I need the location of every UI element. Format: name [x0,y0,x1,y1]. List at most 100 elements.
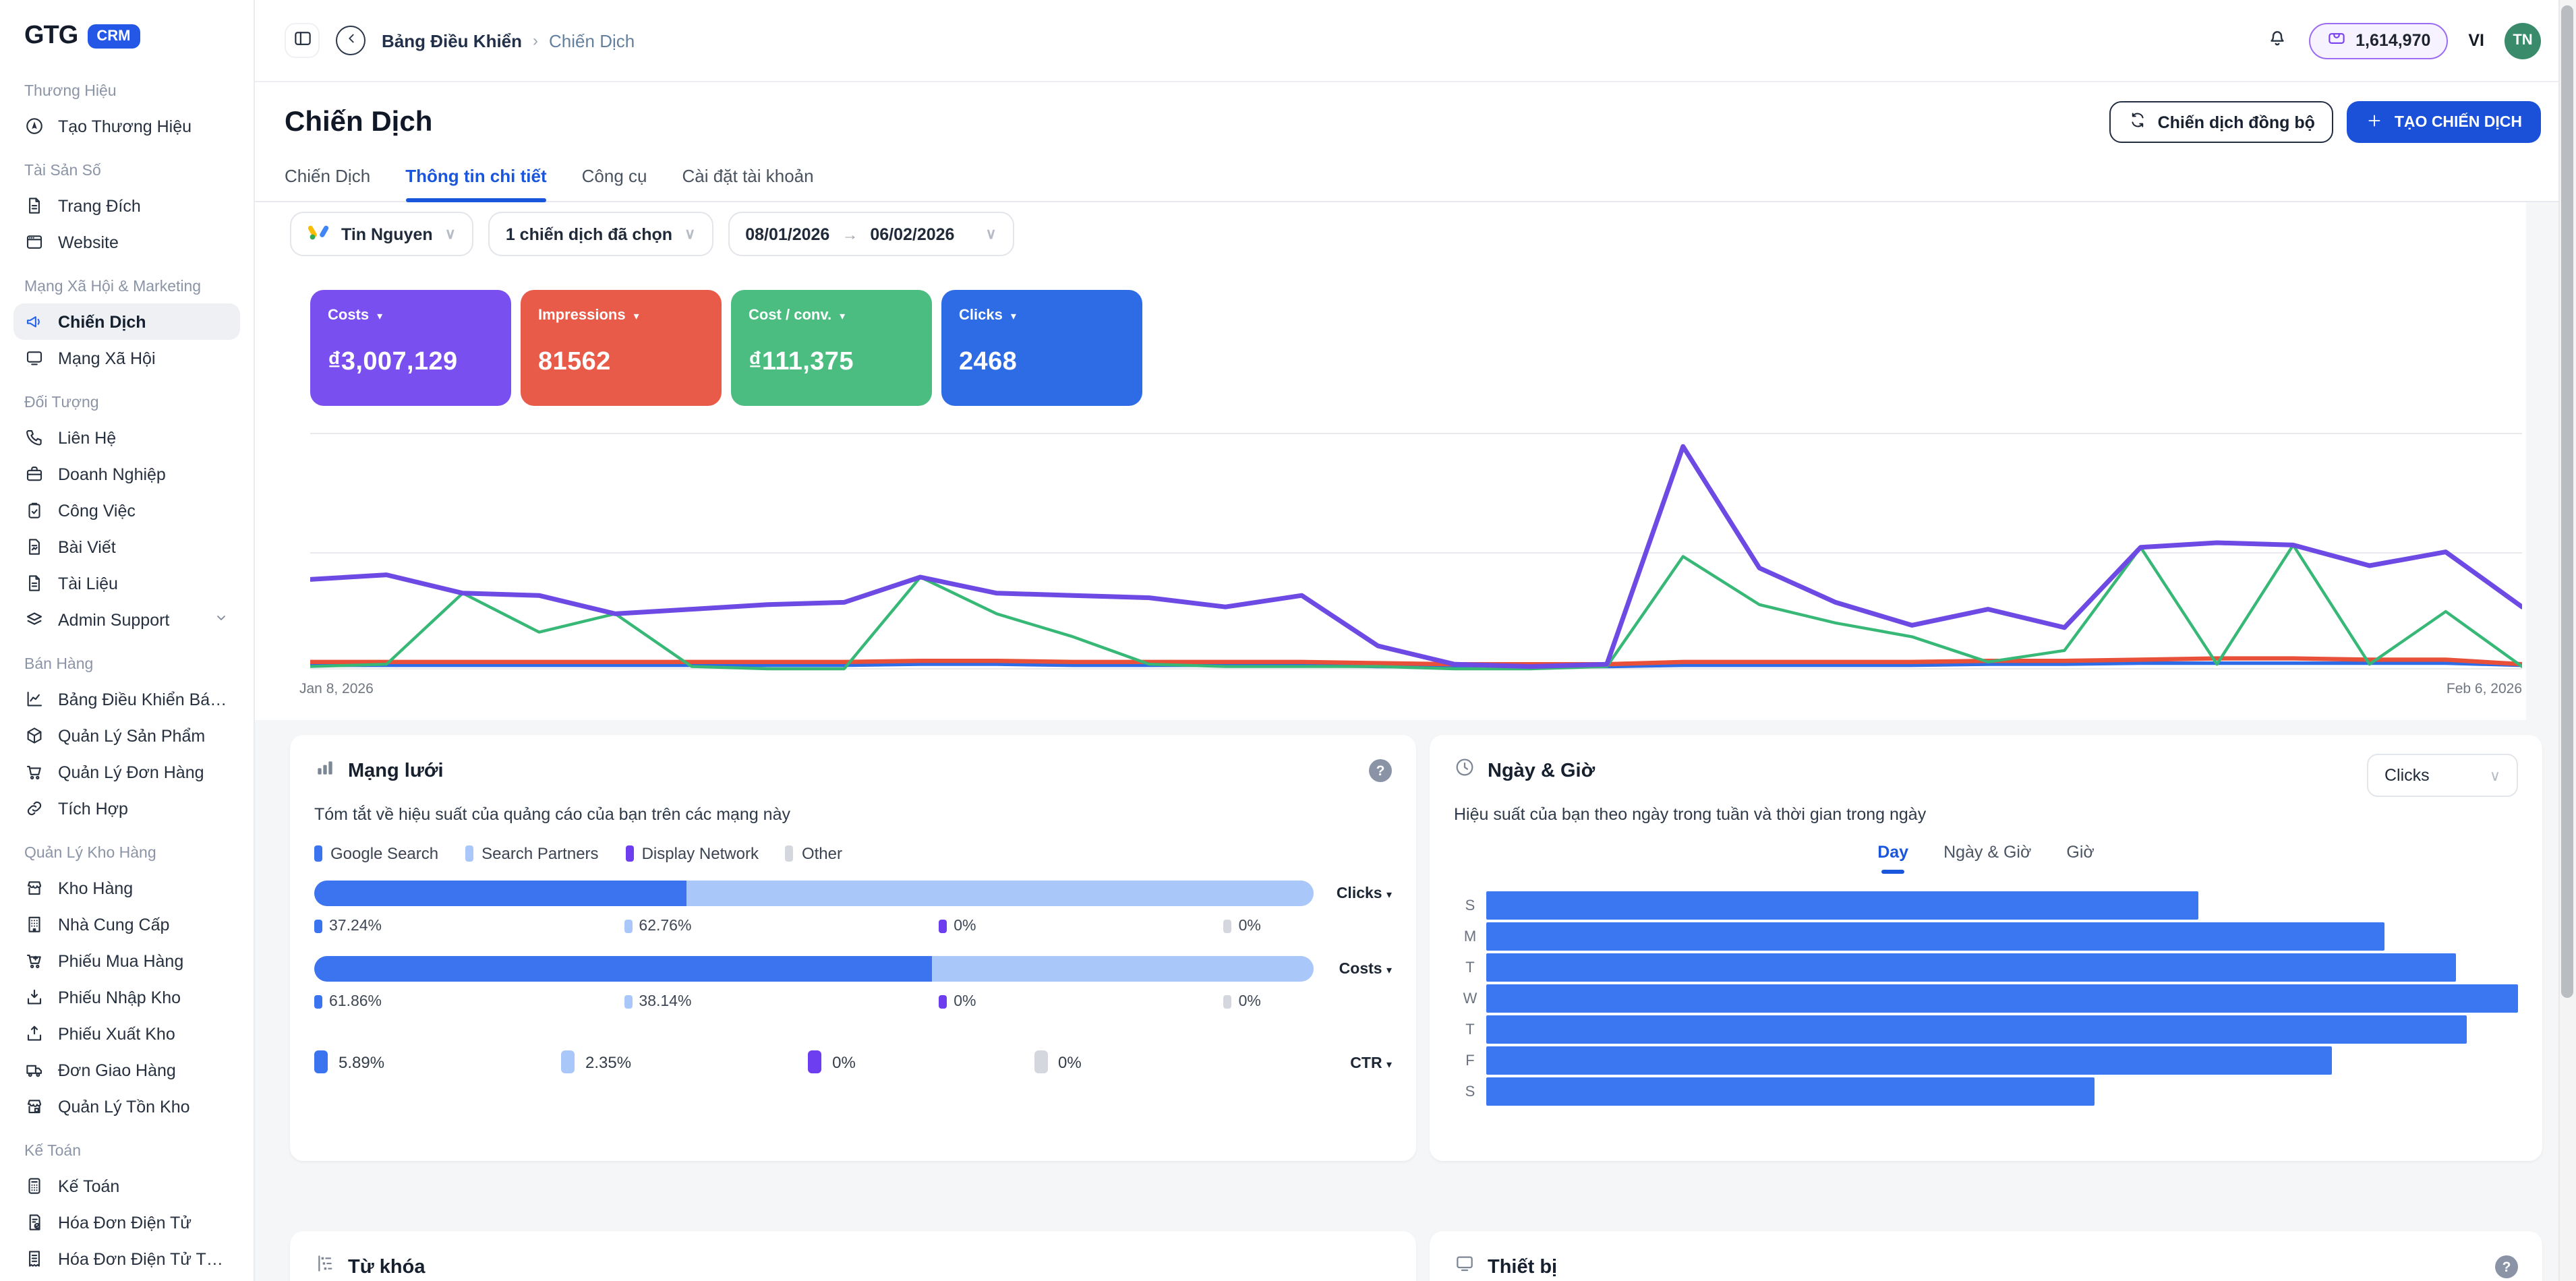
sidebar-item-label: Quản Lý Đơn Hàng [58,763,204,781]
sidebar-item-goods-receipt[interactable]: Phiếu Nhập Kho [13,979,240,1015]
sidebar-item-label: Phiếu Xuất Kho [58,1024,175,1043]
metric-card-cost-conv-[interactable]: Cost / conv. ▾ ₫111,375 [731,290,932,406]
sidebar-item-suppliers[interactable]: Nhà Cung Cấp [13,906,240,943]
sidebar-item-delivery-order[interactable]: Đơn Giao Hàng [13,1052,240,1088]
main-area: Bảng Điều Khiển › Chiến Dịch 1,614,970 V… [255,0,2576,1281]
day-bar[interactable] [1486,953,2457,982]
tab-c-ng-c-[interactable]: Công cụ [581,166,647,186]
metric-selector-costs[interactable]: Costs ▾ [1339,961,1392,977]
sidebar-item-order-management[interactable]: Quản Lý Đơn Hàng [13,754,240,790]
sidebar-item-label: Website [58,233,119,251]
day-bar[interactable] [1486,1046,2333,1075]
credits-pill[interactable]: 1,614,970 [2308,22,2449,59]
metric-card-impressions[interactable]: Impressions ▾ 81562 [521,290,722,406]
breadcrumb: Bảng Điều Khiển › Chiến Dịch [382,30,635,51]
notifications-bell-button[interactable] [2265,26,2288,55]
metric-card-clicks[interactable]: Clicks ▾ 2468 [941,290,1142,406]
day-bar[interactable] [1486,1015,2467,1044]
day-bar[interactable] [1486,891,2198,920]
daytime-tab-day[interactable]: Day [1877,843,1908,874]
daytime-tab-gi-[interactable]: Giờ [2066,843,2095,862]
sidebar-item-label: Phiếu Mua Hàng [58,951,184,970]
keywords-card: Từ khóa Tóm tắt về hiệu suất của quảng c… [290,1231,1416,1281]
caret-down-icon[interactable]: ▾ [840,309,846,322]
caret-down-icon[interactable]: ▾ [377,309,383,322]
sidebar-item-purchase-order[interactable]: Phiếu Mua Hàng [13,943,240,979]
daytime-tab-ng-y-gi-[interactable]: Ngày & Giờ [1943,843,2032,862]
scrollbar-thumb[interactable] [2561,5,2573,998]
chevron-down-icon: ∨ [2489,768,2500,784]
caret-down-icon[interactable]: ▾ [633,309,639,322]
sidebar-item-warehouse[interactable]: Kho Hàng [13,870,240,906]
metric-card-costs[interactable]: Costs ▾ ₫3,007,129 [310,290,511,406]
metric-label: Cost / conv. [749,307,832,324]
help-icon[interactable]: ? [1369,759,1392,782]
sync-campaigns-button[interactable]: Chiến dịch đồng bộ [2109,101,2334,143]
day-bar[interactable] [1486,1077,2095,1106]
create-campaign-label: TẠO CHIẾN DỊCH [2394,114,2522,130]
sidebar-item-posts[interactable]: Bài Viết [13,529,240,565]
sidebar-item-label: Doanh Nghiệp [58,465,166,483]
sidebar-section-label: Mạng Xã Hội & Marketing [24,279,202,295]
sidebar-item-documents[interactable]: Tài Liệu [13,565,240,601]
tab-chi-n-d-ch[interactable]: Chiến Dịch [285,166,371,186]
sidebar-item-admin-support[interactable]: Admin Support [13,601,240,638]
day-bar[interactable] [1486,922,2384,951]
sidebar-item-e-invoice-auto[interactable]: Hóa Đơn Điện Tử Tự ... [13,1241,240,1277]
back-button[interactable] [336,26,365,55]
account-dropdown[interactable]: Tin Nguyen ∨ [290,212,473,256]
legend-chip [465,845,474,862]
sidebar-item-integrations[interactable]: Tích Hợp [13,790,240,827]
networks-card: Mạng lưới ? Tóm tắt về hiệu suất của quả… [290,735,1416,1161]
brand-logo[interactable]: GTG CRM [13,16,240,65]
sidebar-item-product-management[interactable]: Quản Lý Sản Phẩm [13,717,240,754]
date-range-picker[interactable]: 08/01/2026 → 06/02/2026 ∨ [728,212,1014,256]
breadcrumb-root[interactable]: Bảng Điều Khiển [382,30,523,51]
percentage-value: 37.24% [314,918,382,934]
day-bar[interactable] [1486,984,2518,1013]
breadcrumb-separator: › [533,31,539,50]
file-text-icon [24,573,45,593]
sidebar-item-accounting[interactable]: Kế Toán [13,1168,240,1204]
create-campaign-button[interactable]: TẠO CHIẾN DỊCH [2347,101,2541,143]
day-bar-row-0: S [1454,890,2518,921]
sidebar-section-label: Kế Toán [24,1143,81,1160]
sidebar-item-sales-dashboard[interactable]: Bảng Điều Khiển Bán ... [13,681,240,717]
sidebar-item-inventory[interactable]: Quản Lý Tồn Kho [13,1088,240,1125]
cart-plus-icon [24,951,45,971]
help-icon[interactable]: ? [2495,1255,2518,1278]
percentage-value: 0% [939,994,976,1010]
campaign-dropdown[interactable]: 1 chiến dịch đã chọn ∨ [488,212,713,256]
stacked-bar [314,956,1314,982]
tab-active-th-ng-tin-chi-ti-t[interactable]: Thông tin chi tiết [405,166,547,202]
metric-selector-ctr[interactable]: CTR ▾ [1350,1056,1392,1072]
sidebar-toggle-button[interactable] [285,23,320,58]
language-switcher[interactable]: VI [2468,31,2484,50]
networks-legend: Google Search Search Partners Display Netw… [314,844,1392,863]
devices-card-title: Thiết bị [1488,1256,1558,1278]
sidebar-item-goods-issue[interactable]: Phiếu Xuất Kho [13,1015,240,1052]
brand-crm-badge: CRM [87,24,140,49]
sidebar-item-social-network[interactable]: Mạng Xã Hội [13,340,240,376]
sidebar-item-tasks[interactable]: Công Việc [13,492,240,529]
sidebar-item-website[interactable]: Website [13,224,240,260]
avatar[interactable]: TN [2505,22,2541,59]
metric-selector-clicks[interactable]: Clicks ▾ [1336,885,1392,901]
timeseries-chart[interactable]: Jan 8, 2026 Feb 6, 2026 [299,427,2525,700]
sidebar-item-contacts[interactable]: Liên Hệ [13,419,240,456]
caret-down-icon[interactable]: ▾ [1010,309,1016,322]
bar-segment [686,881,1314,906]
sidebar-item-landing-page[interactable]: Trang Đích [13,187,240,224]
daytime-metric-select[interactable]: Clicks ∨ [2367,754,2518,797]
sidebar-item-campaigns[interactable]: Chiến Dịch [13,303,240,340]
scrollbar-track[interactable] [2558,0,2576,1281]
legend-item-other: Other [785,844,842,863]
tab-c-i-t-t-i-kho-n[interactable]: Cài đặt tài khoản [682,166,814,186]
sidebar-item-create-brand[interactable]: Tạo Thương Hiệu [13,108,240,144]
sidebar-item-companies[interactable]: Doanh Nghiệp [13,456,240,492]
daytime-card-title: Ngày & Giờ [1488,760,1596,781]
network-percentages-clicks: 37.24% 62.76% 0% 0% [314,918,1314,939]
sidebar-item-e-invoice[interactable]: Hóa Đơn Điện Tử [13,1204,240,1241]
sidebar-section-label: Tài Sản Số [24,163,101,179]
